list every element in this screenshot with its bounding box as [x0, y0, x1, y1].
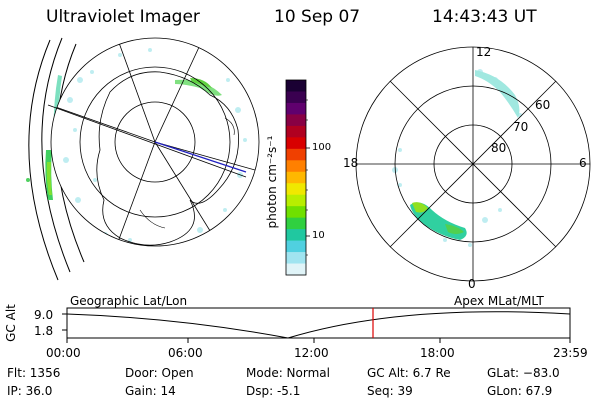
- polar-grid: [355, 46, 591, 282]
- timeline-ytick-9: 9.0: [34, 308, 54, 322]
- colorbar-cell: [286, 217, 306, 230]
- timeline-right-label: Apex MLat/MLT: [454, 294, 544, 308]
- colorbar-cell: [286, 252, 306, 265]
- colorbar-cell: [286, 183, 306, 196]
- colorbar-cell: [286, 80, 306, 92]
- timeline-xtick-2359: 23:59: [553, 346, 588, 360]
- lat-label-60: 60: [535, 98, 551, 112]
- sun-direction-line: [154, 141, 247, 173]
- timeline-frame: [66, 307, 571, 339]
- lat-arc: [41, 37, 71, 273]
- colorbar-cell: [286, 194, 306, 207]
- timeline-xtick-0000: 00:00: [46, 346, 81, 360]
- altitude-timeline: [62, 307, 571, 343]
- geographic-longitude: GLon: 67.9: [487, 384, 553, 398]
- colorbar-cell: [286, 148, 306, 161]
- coastline: [96, 71, 239, 246]
- gc-altitude: GC Alt: 6.7 Re: [367, 366, 451, 380]
- dsp-value: Dsp: -5.1: [246, 384, 301, 398]
- polar-plot: [355, 46, 591, 282]
- flight-number: Flt: 1356: [7, 366, 61, 380]
- colorbar-cell: [286, 125, 306, 138]
- lat-arc: [28, 39, 59, 281]
- mlt-label-6: 6: [579, 156, 587, 170]
- ip-value: IP: 36.0: [7, 384, 53, 398]
- colorbar-cell: [286, 229, 306, 242]
- colorbar-cell: [286, 137, 306, 150]
- colorbar-cell: [286, 171, 306, 184]
- time-label: 14:43:43 UT: [432, 7, 537, 27]
- timeline-left-label: Geographic Lat/Lon: [70, 294, 188, 308]
- timeline-xtick-0600: 06:00: [168, 346, 203, 360]
- door-status: Door: Open: [125, 366, 194, 380]
- geographic-latitude: GLat: −83.0: [487, 366, 560, 380]
- date-label: 10 Sep 07: [274, 7, 361, 27]
- colorbar-cell: [286, 240, 306, 253]
- colorbar-cell: [286, 263, 306, 276]
- lat-label-80: 80: [491, 141, 507, 155]
- colorbar-cell: [286, 91, 306, 104]
- colorbar: [285, 79, 310, 276]
- colorbar-tick-100: 100: [312, 142, 332, 153]
- colorbar-cell: [286, 160, 306, 173]
- colorbar-cell: [286, 114, 306, 127]
- gain-value: Gain: 14: [125, 384, 176, 398]
- mlt-label-0: 0: [468, 277, 476, 291]
- instrument-title: Ultraviolet Imager: [46, 7, 200, 27]
- timeline-xtick-1200: 12:00: [294, 346, 329, 360]
- colorbar-tick-10: 10: [312, 230, 325, 241]
- mode-value: Mode: Normal: [246, 366, 330, 380]
- timeline-axis-title: GC Alt: [3, 304, 18, 342]
- aurora-emission-right-diffuse: [392, 69, 522, 247]
- colorbar-cell: [286, 206, 306, 219]
- geographic-map: [26, 37, 260, 281]
- colorbar-unit-label: photon cm⁻²s⁻¹: [265, 135, 279, 229]
- altitude-curve: [66, 311, 571, 339]
- timeline-ytick-1-8: 1.8: [34, 324, 54, 338]
- colorbar-cell: [286, 102, 306, 115]
- lat-label-70: 70: [513, 120, 529, 134]
- mlt-label-18: 18: [343, 156, 359, 170]
- sequence-number: Seq: 39: [367, 384, 413, 398]
- timeline-xtick-1800: 18:00: [420, 346, 455, 360]
- mlt-label-12: 12: [476, 45, 492, 59]
